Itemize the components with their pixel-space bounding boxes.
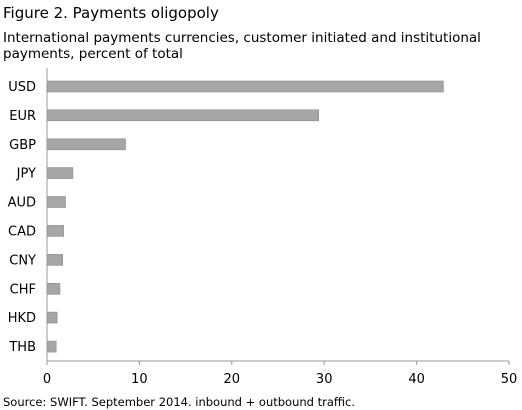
category-label-hkd: HKD: [8, 311, 36, 326]
bar-aud: [46, 196, 66, 208]
x-tick-label-40: 40: [408, 372, 425, 387]
bar-cny: [46, 254, 63, 266]
x-tick-label-30: 30: [316, 372, 333, 387]
bar-jpy: [46, 167, 74, 179]
chart-subtitle: International payments currencies, custo…: [3, 30, 481, 62]
category-label-usd: USD: [8, 80, 36, 95]
category-labels-group: USD EUR GBP JPY AUD CAD CNY CHF HKD THB: [8, 80, 37, 355]
x-tick-labels-group: 0 10 20 30 40 50: [43, 372, 517, 387]
x-tick-label-50: 50: [501, 372, 518, 387]
category-label-thb: THB: [8, 340, 36, 355]
bar-thb: [46, 340, 57, 353]
category-label-chf: CHF: [10, 282, 36, 297]
bars-group: [46, 80, 444, 353]
category-label-cny: CNY: [9, 253, 36, 268]
category-label-gbp: GBP: [9, 138, 36, 153]
bar-hkd: [46, 311, 58, 324]
bar-cad: [46, 225, 64, 237]
category-label-eur: EUR: [9, 109, 36, 124]
source-note: Source: SWIFT. September 2014. inbound +…: [3, 395, 355, 409]
bar-chf: [46, 282, 61, 295]
category-label-cad: CAD: [8, 224, 36, 239]
category-label-aud: AUD: [8, 196, 36, 211]
x-tick-label-0: 0: [43, 372, 51, 387]
chart-title: Figure 2. Payments oligopoly: [3, 4, 219, 22]
x-tick-label-10: 10: [131, 372, 148, 387]
bar-gbp: [46, 138, 126, 151]
category-label-jpy: JPY: [16, 167, 36, 182]
bar-usd: [46, 80, 444, 93]
x-tick-label-20: 20: [224, 372, 241, 387]
bar-eur: [46, 109, 320, 122]
axes-group: [46, 68, 510, 365]
